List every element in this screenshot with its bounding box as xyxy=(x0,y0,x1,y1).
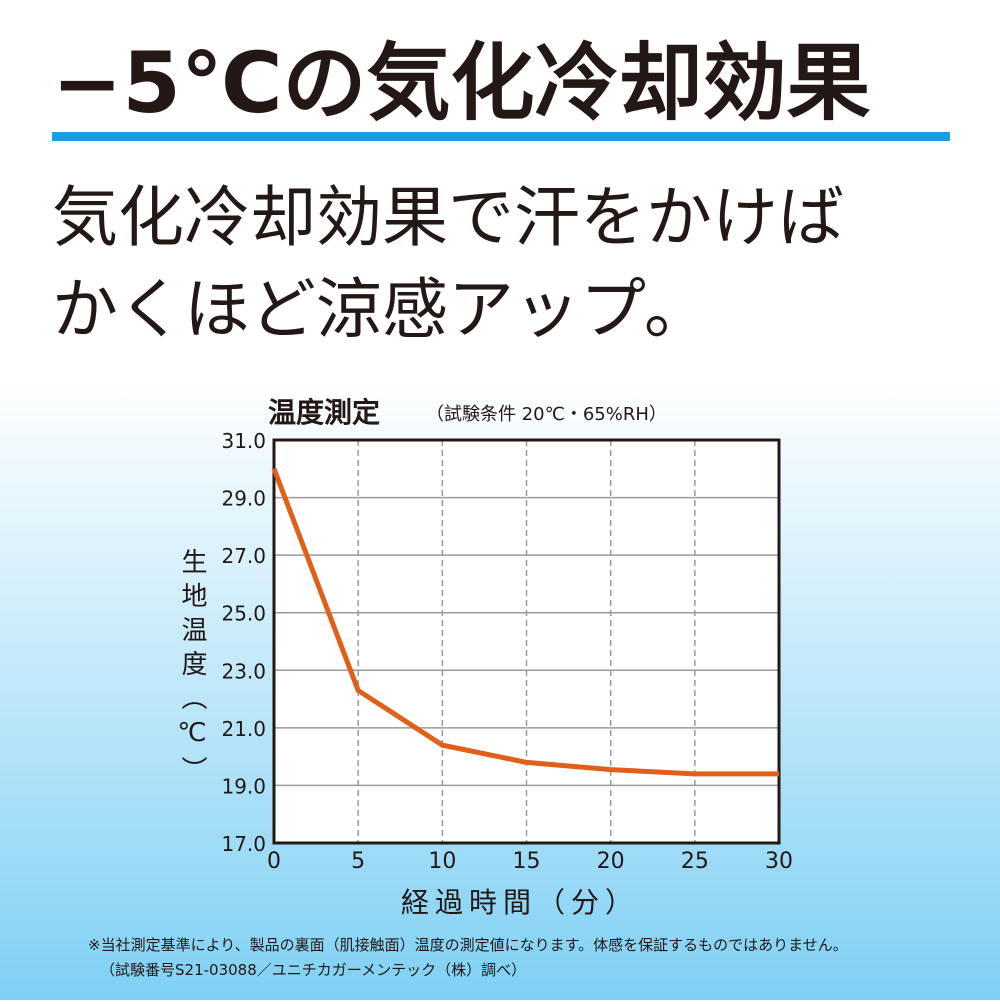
y-tick-label: 19.0 xyxy=(221,774,266,798)
x-tick-label: 20 xyxy=(597,849,625,874)
x-tick-label: 25 xyxy=(681,849,709,874)
footnote: ※当社測定基準により、製品の裏面（肌接触面）温度の測定値になります。体感を保証す… xyxy=(88,936,848,954)
x-tick-label: 0 xyxy=(267,849,281,874)
y-tick-label: 21.0 xyxy=(221,717,266,741)
y-tick-label: 29.0 xyxy=(221,487,266,511)
data-line xyxy=(271,467,779,777)
x-tick-label: 5 xyxy=(351,849,365,874)
x-tick-label: 30 xyxy=(765,849,793,874)
y-tick-label: 17.0 xyxy=(221,832,266,856)
x-tick-label: 10 xyxy=(428,849,456,874)
footnote: （試験番号S21-03088／ユニチカガーメンテック（株）調べ） xyxy=(100,961,526,979)
y-tick-label: 27.0 xyxy=(221,544,266,568)
chart-subtitle: （試験条件 20℃・65%RH） xyxy=(426,404,667,425)
y-tick-label: 31.0 xyxy=(221,429,266,453)
divider xyxy=(52,132,950,141)
plot-frame xyxy=(272,438,781,845)
x-tick-label: 15 xyxy=(513,849,541,874)
body-line: 気化冷却効果で汗をかけば xyxy=(52,179,844,256)
body-line: かくほど涼感アップ。 xyxy=(52,271,710,348)
chart-title: 温度測定 xyxy=(268,396,380,429)
y-tick-label: 23.0 xyxy=(221,659,266,683)
y-axis-label: 生地温度（℃） xyxy=(177,548,207,790)
x-axis-label: 経過時間（分） xyxy=(401,886,639,919)
y-tick-label: 25.0 xyxy=(221,602,266,626)
headline: −5℃の気化冷却効果 xyxy=(52,34,871,132)
